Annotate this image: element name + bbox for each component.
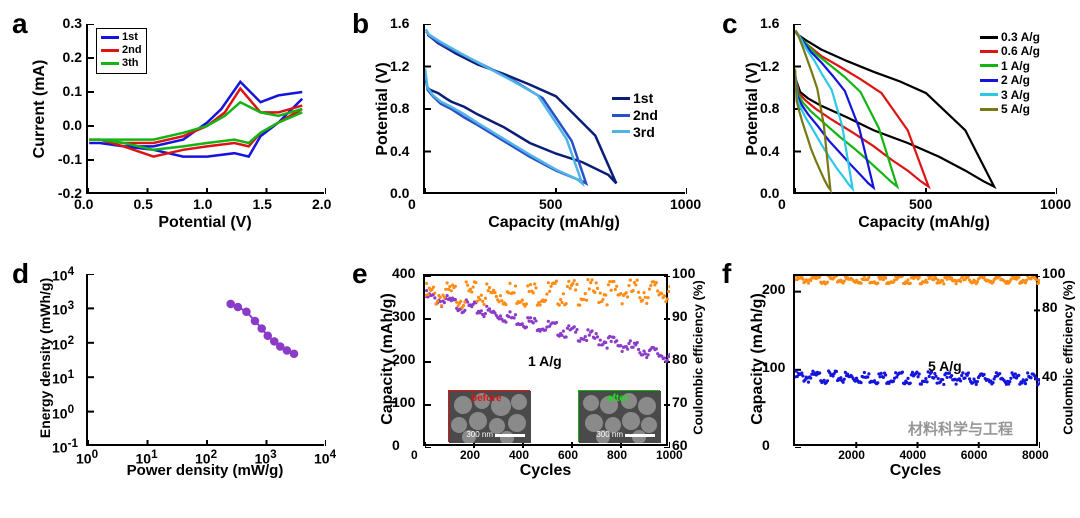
panel-c: c Potential (V) Capacity (mAh/g) 0.3 A/g… (718, 8, 1080, 258)
inset-after-scalebar (625, 434, 655, 437)
panel-f-ylabel-right: Coulombic efficiency (%) (1061, 263, 1076, 453)
panel-e-label: e (352, 258, 368, 290)
panel-a-label: a (12, 8, 28, 40)
panel-e-xlabel: Cycles (423, 462, 668, 480)
legend-c: 0.3 A/g0.6 A/g1 A/g2 A/g3 A/g5 A/g (976, 28, 1044, 118)
inset-before-label: before (471, 393, 502, 404)
panel-e: e Capacity (mAh/g) Coulombic efficiency … (348, 258, 718, 508)
panel-c-label: c (722, 8, 738, 40)
panel-e-annotation: 1 A/g (528, 353, 562, 369)
panel-f-label: f (722, 258, 731, 290)
inset-after-scalebar-text: 300 nm (596, 430, 623, 439)
panel-a-xlabel: Potential (V) (86, 214, 324, 232)
inset-after-label: after (607, 393, 629, 404)
panel-f-annotation: 5 A/g (928, 358, 962, 374)
panel-c-xlabel: Capacity (mAh/g) (793, 214, 1055, 232)
inset-after: after 300 nm (578, 390, 660, 442)
panel-d-ylabel: Energy density (mWh/g) (37, 258, 53, 458)
panel-a-ylabel: Current (mA) (31, 49, 49, 169)
panel-f-xlabel: Cycles (793, 462, 1038, 480)
legend-b: 1st2nd3rd (608, 88, 662, 142)
watermark-text: 材料科学与工程 (908, 418, 1013, 439)
panel-b-xlabel: Capacity (mAh/g) (423, 214, 685, 232)
figure-grid: a Current (mA) Potential (V) 0.00.51.01.… (8, 8, 1072, 508)
inset-before-scalebar-text: 300 nm (466, 430, 493, 439)
panel-d: d Energy density (mWh/g) Power density (… (8, 258, 348, 508)
panel-a: a Current (mA) Potential (V) 0.00.51.01.… (8, 8, 348, 258)
panel-b: b Potential (V) Capacity (mAh/g) 1st2nd3… (348, 8, 718, 258)
inset-before-scalebar (495, 434, 525, 437)
plot-d (86, 274, 324, 446)
panel-d-label: d (12, 258, 29, 290)
panel-e-ylabel-right: Coulombic efficiency (%) (691, 268, 706, 448)
inset-before: before 300 nm (448, 390, 530, 442)
panel-b-label: b (352, 8, 369, 40)
panel-f: f Capacity (mAh/g) Coulombic efficiency … (718, 258, 1080, 508)
